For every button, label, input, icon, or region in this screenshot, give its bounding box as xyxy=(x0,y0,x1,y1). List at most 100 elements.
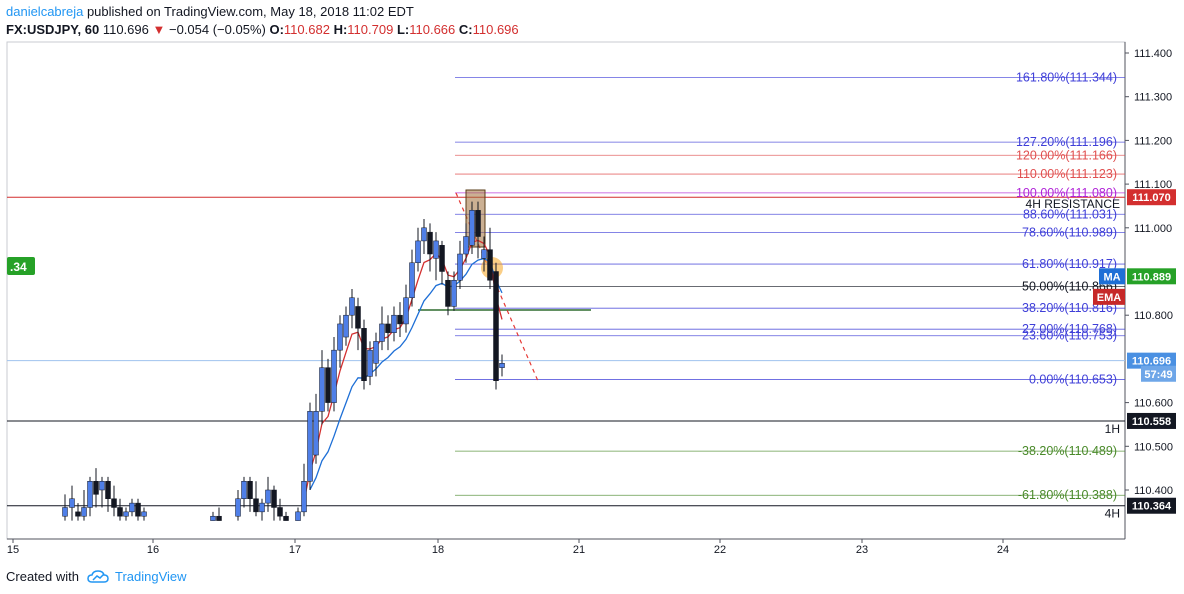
close-label: C: xyxy=(458,22,473,37)
y-tick-label: 111.000 xyxy=(1134,223,1172,235)
fib-level-label: 120.00%(111.166) xyxy=(1016,148,1117,162)
candle-body xyxy=(283,515,289,521)
candle-body xyxy=(216,515,222,521)
candle-body xyxy=(451,279,457,307)
level-label: 4H xyxy=(1105,507,1120,521)
candle-body xyxy=(319,367,325,412)
level-label: 4H RESISTANCE xyxy=(1026,197,1120,211)
candle-body xyxy=(141,511,147,517)
ema-line xyxy=(303,239,503,502)
candle-body xyxy=(307,411,313,482)
high-label: H: xyxy=(333,22,348,37)
close-value: 110.696 xyxy=(472,22,519,37)
x-tick-label: 23 xyxy=(856,544,868,556)
ema-path xyxy=(303,239,503,502)
candle-body xyxy=(469,210,475,246)
x-tick-label: 22 xyxy=(714,544,726,556)
price-badges: 111.070 110.558 110.364 110.889 MA EMA 110.696… xyxy=(1093,189,1176,514)
candle-body xyxy=(87,481,93,508)
candle-body xyxy=(493,271,499,381)
fib-level-label: 161.80%(111.344) xyxy=(1016,70,1117,84)
candle-body xyxy=(99,481,105,491)
candle-body xyxy=(331,349,337,403)
plot-area[interactable] xyxy=(6,41,1126,540)
symbol-info-line: FX:USDJPY, 60 110.696 ▼ −0.054 (−0.05%) … xyxy=(6,21,519,38)
high-value: 110.709 xyxy=(347,22,394,37)
fib-level-label: 27.00%(110.768) xyxy=(1022,322,1117,336)
candle-body xyxy=(457,253,463,281)
last-price: 110.696 xyxy=(102,22,149,37)
badge-ma-tag-bg xyxy=(1099,268,1125,285)
candle-body xyxy=(111,498,117,508)
footer: Created with TradingView xyxy=(6,568,187,585)
candle-body xyxy=(433,240,439,259)
open-label: O: xyxy=(269,22,284,37)
tradingview-cloud-icon xyxy=(87,570,109,583)
candle-body xyxy=(69,498,75,508)
badge-last-price-bg xyxy=(1127,352,1176,369)
fib-level-label: -38.20%(110.489) xyxy=(1018,444,1117,458)
candle-body xyxy=(301,481,307,513)
candle-body xyxy=(253,498,259,513)
fib-level-label: -61.80%(110.388) xyxy=(1018,488,1117,502)
fib-level-label: 100.00%(111.080) xyxy=(1016,186,1117,200)
candle-body xyxy=(475,210,481,237)
candle-body xyxy=(247,481,253,499)
candle-body xyxy=(481,249,487,259)
level-label: 1H xyxy=(1105,422,1120,436)
created-with-text: Created with xyxy=(6,569,79,584)
y-tick-label: 111.200 xyxy=(1134,135,1172,147)
candle-body xyxy=(415,240,421,264)
badge-ma-tag: MA xyxy=(1103,271,1120,283)
candle-body xyxy=(81,507,87,517)
candle-body xyxy=(235,498,241,517)
x-tick-label: 18 xyxy=(432,544,444,556)
candle-body xyxy=(241,481,247,499)
candle-body xyxy=(391,314,397,333)
x-tick-label: 17 xyxy=(289,544,301,556)
y-tick-label: 110.800 xyxy=(1134,310,1173,322)
left-badge-bg xyxy=(7,257,35,275)
candle-body xyxy=(409,262,415,298)
left-badge-text: .34 xyxy=(10,260,27,274)
fib-level-label: 127.20%(111.196) xyxy=(1016,135,1117,149)
symbol-name[interactable]: FX:USDJPY, 60 xyxy=(6,22,100,37)
candle-body xyxy=(379,323,385,342)
candle-body xyxy=(445,279,451,307)
badge-resistance-bg xyxy=(1127,189,1176,206)
badge-countdown-bg xyxy=(1141,365,1176,382)
candle-body xyxy=(349,297,355,316)
candle-body xyxy=(355,306,361,329)
publish-header: danielcabreja published on TradingView.c… xyxy=(6,3,414,20)
candle-body xyxy=(210,515,216,521)
candle-body xyxy=(62,507,68,517)
candle-body xyxy=(463,236,469,255)
published-text: published on TradingView.com, May 18, 20… xyxy=(83,4,414,19)
y-tick-label: 110.400 xyxy=(1134,485,1173,497)
candle-body xyxy=(385,323,391,333)
candle-body xyxy=(277,507,283,517)
candle-body xyxy=(499,363,505,368)
low-label: L: xyxy=(396,22,410,37)
fib-level-label: 61.80%(110.917) xyxy=(1022,257,1117,271)
ma-path xyxy=(309,257,503,490)
x-tick-label: 21 xyxy=(573,544,585,556)
fib-level-label: 110.00%(111.123) xyxy=(1017,167,1117,181)
candlesticks xyxy=(62,201,505,521)
x-axis-ticks: 15 16 17 18 21 22 23 24 xyxy=(7,539,1009,556)
candle-body xyxy=(295,511,301,521)
tradingview-brand-link[interactable]: TradingView xyxy=(114,569,187,584)
x-tick-label: 24 xyxy=(997,544,1009,556)
fib-level-label: 0.00%(110.653) xyxy=(1029,372,1117,386)
fib-level-label: 23.60%(110.753) xyxy=(1022,329,1117,343)
candle-body xyxy=(337,323,343,351)
x-tick-label: 15 xyxy=(7,544,19,556)
y-tick-label: 110.600 xyxy=(1134,398,1173,410)
candle-body xyxy=(439,245,445,272)
author-link[interactable]: danielcabreja xyxy=(6,4,84,19)
x-tick-label: 16 xyxy=(147,544,159,556)
down-arrow-icon: ▼ xyxy=(152,22,166,37)
candle-body xyxy=(343,314,349,338)
candle-body xyxy=(361,328,367,381)
